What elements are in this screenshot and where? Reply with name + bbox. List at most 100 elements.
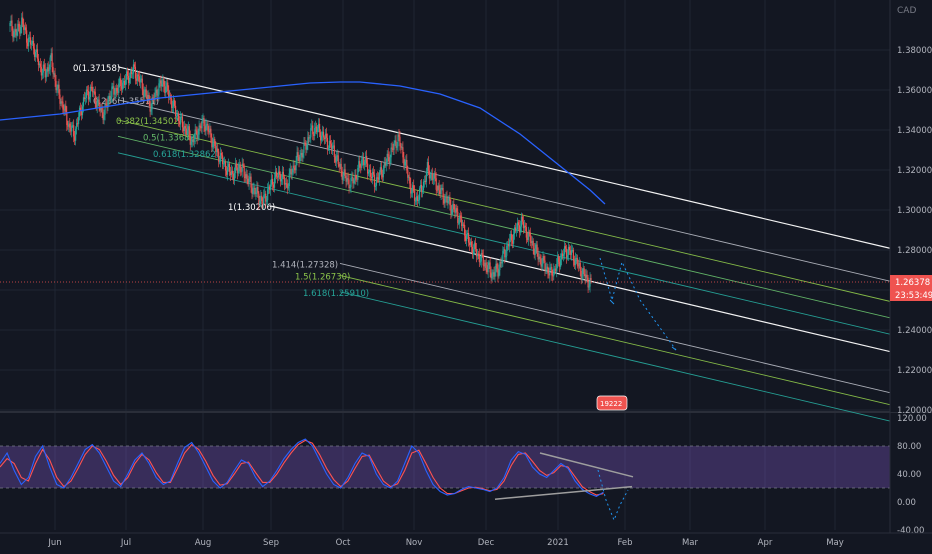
candle-body [416, 196, 418, 201]
candle-body [43, 64, 45, 69]
candle-body [116, 88, 118, 92]
candle-body [562, 254, 565, 257]
candle-body [554, 268, 556, 270]
candle-body [174, 100, 176, 106]
candle-body [577, 265, 579, 267]
candle-body [207, 123, 209, 132]
candle-body [280, 178, 283, 182]
candle-body [65, 105, 67, 113]
candle-body [476, 253, 478, 257]
candle-body [346, 178, 348, 182]
stoch-tick-0: 120.00 [897, 414, 927, 424]
candle-body [538, 256, 540, 260]
candle-body [575, 257, 577, 259]
candle-body [64, 105, 66, 111]
candle-body [208, 131, 210, 133]
candle-body [93, 91, 95, 93]
candle-body [508, 244, 510, 247]
price-tick-7: 1.24000 [897, 326, 932, 336]
candle-body [165, 86, 167, 94]
candle-body [462, 224, 464, 227]
candle-body [111, 86, 113, 97]
candle-body [511, 233, 513, 241]
candle-body [299, 155, 301, 162]
candle-body [535, 244, 537, 249]
candle-body [490, 272, 492, 279]
candle-body [583, 268, 585, 275]
candle-body [317, 128, 319, 133]
candle-body [527, 231, 529, 240]
candle-body [478, 253, 480, 262]
candle-body [390, 147, 392, 158]
candle-body [100, 107, 102, 111]
candle-body [300, 152, 302, 156]
candle-body [99, 107, 101, 111]
candle-body [95, 102, 97, 108]
candle-body [485, 262, 487, 269]
candle-body [477, 253, 479, 255]
candle-body [220, 153, 222, 162]
candle-body [448, 197, 450, 201]
candle-body [291, 172, 293, 175]
candle-body [323, 137, 326, 140]
candle-body [324, 133, 327, 140]
candle-body [61, 101, 63, 103]
candle-body [519, 226, 522, 233]
candle-body [520, 216, 523, 227]
candle-body [406, 159, 408, 171]
time-axis[interactable]: Jun Jul Aug Sep Oct Nov Dec 2021 Feb Mar Apr May [0, 532, 932, 550]
candle-body [402, 147, 404, 158]
candle-body [257, 186, 259, 194]
candle-body [286, 183, 288, 189]
candle-body [331, 146, 333, 150]
candle-body [322, 131, 325, 138]
candle-body [470, 241, 473, 247]
candle-body [124, 80, 126, 85]
candle-body [91, 87, 93, 93]
candle-body [298, 157, 300, 162]
candle-body [135, 78, 137, 81]
candle-body [404, 161, 406, 166]
candle-body [78, 107, 81, 117]
candle-body [19, 26, 21, 34]
candle-body [55, 80, 57, 91]
candle-body [545, 269, 547, 271]
candle-body [395, 140, 397, 148]
candle-body [305, 143, 307, 150]
stoch-projection [597, 469, 629, 522]
time-tick-9: Mar [682, 538, 699, 548]
candle-body [62, 101, 64, 110]
time-tick-8: Feb [617, 538, 632, 548]
candle-body [581, 274, 583, 280]
candle-body [211, 137, 213, 148]
candle-body [27, 42, 29, 47]
candle-body [231, 170, 234, 174]
candle-body [460, 215, 462, 219]
candle-body [118, 83, 120, 93]
candle-body [238, 164, 240, 169]
candle-body [221, 153, 223, 156]
candle-body [306, 145, 308, 150]
candle-body [360, 166, 362, 168]
candle-body [212, 143, 214, 148]
candle-body [570, 250, 573, 255]
candle-body [244, 176, 246, 179]
candle-body [157, 94, 159, 96]
candle-body [505, 255, 507, 258]
candle-body [120, 78, 122, 87]
candle-body [562, 253, 564, 257]
candle-body [10, 20, 12, 23]
candle-body [136, 74, 138, 81]
candle-body [523, 225, 525, 229]
time-tick-10: Apr [758, 538, 773, 548]
candle-body [408, 177, 410, 179]
price-tick-8: 1.22000 [897, 366, 932, 376]
stoch-rsi-panel[interactable]: 120.00 80.00 40.00 0.00 -40.00 [0, 414, 927, 536]
candle-body [455, 208, 457, 213]
candle-body [267, 189, 269, 201]
candle-body [399, 136, 401, 147]
candle-body [236, 167, 238, 174]
price-axis[interactable]: 1.38000 1.36000 1.34000 1.32000 1.30000 1.280… [889, 0, 932, 550]
candle-body [30, 43, 33, 45]
